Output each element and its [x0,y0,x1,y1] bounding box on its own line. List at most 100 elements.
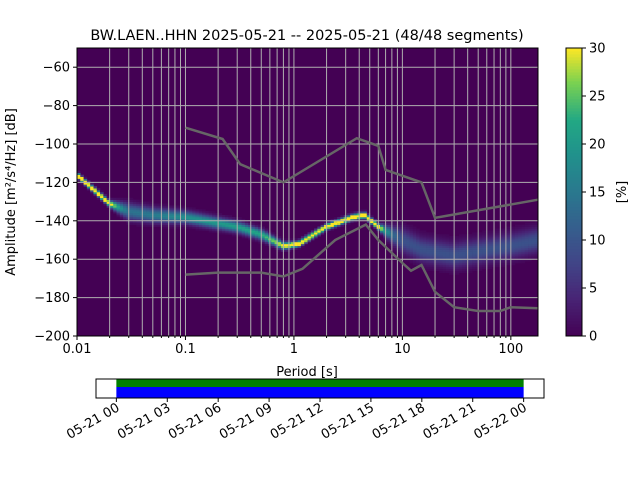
heatmap-cell [149,201,154,204]
heatmap-cell [514,243,519,247]
heatmap-cell [258,228,262,231]
heatmap-cell [129,201,134,204]
heatmap-cell [152,209,157,212]
heatmap-cell [320,224,325,227]
heatmap-cell [152,220,157,224]
heatmap-cell [96,188,101,191]
heatmap-cell [396,230,400,233]
heatmap-cell [291,238,295,241]
heatmap-cell [142,203,147,206]
heatmap-cell [119,213,124,216]
heatmap-cell [406,232,410,235]
heatmap-cell [320,228,325,231]
heatmap-cell [366,213,371,216]
heatmap-cell [482,247,486,250]
colorbar-segment [566,276,582,280]
heatmap-cell [182,216,186,220]
heatmap-cell [225,230,229,233]
heatmap-cell [136,222,140,225]
heatmap-cell [86,186,91,189]
heatmap-cell [511,255,516,258]
heatmap-cell [109,209,114,212]
heatmap-cell [363,218,368,222]
heatmap-cell [162,211,167,214]
heatmap-cell [96,190,101,193]
heatmap-cell [126,213,130,216]
timeline-tick-label: 05-21 21 [421,400,479,442]
heatmap-cell [528,232,532,235]
colorbar-segment [566,156,582,160]
heatmap-cell [185,222,190,225]
heatmap-cell [511,230,516,233]
heatmap-cell [495,249,499,252]
heatmap-cell [402,245,407,248]
heatmap-cell [439,253,443,256]
heatmap-cell [514,234,519,237]
heatmap-cell [439,257,443,260]
heatmap-cell [412,263,417,266]
heatmap-cell [175,215,180,218]
colorbar-segment [566,51,582,55]
heatmap-cell [225,220,229,224]
heatmap-cell [113,197,117,200]
heatmap-cell [119,199,124,202]
heatmap-cell [165,218,170,222]
heatmap-cell [146,215,150,218]
heatmap-cell [175,205,180,208]
heatmap-cell [524,245,529,248]
heatmap-cell [475,266,480,270]
colorbar-segment [566,324,582,328]
heatmap-cell [212,211,216,214]
heatmap-cell [109,205,114,208]
heatmap-cell [271,236,275,239]
heatmap-cell [228,232,233,235]
heatmap-cell [126,222,130,225]
heatmap-cell [514,257,519,260]
heatmap-cell [445,270,450,273]
heatmap-cell [340,215,345,218]
heatmap-cell [478,264,483,268]
colorbar-segment [566,261,582,265]
heatmap-cell [501,253,506,256]
heatmap-cell [113,211,117,214]
heatmap-cell [412,226,417,229]
heatmap-cell [531,234,535,237]
heatmap-cell [182,218,186,222]
heatmap-cell [406,240,410,243]
heatmap-cell [241,218,246,222]
heatmap-cell [212,222,216,225]
heatmap-cell [320,226,325,229]
heatmap-cell [416,243,420,247]
heatmap-cell [406,249,410,252]
heatmap-cell [402,255,407,258]
heatmap-cell [86,184,91,187]
heatmap-cell [287,247,292,250]
heatmap-cell [468,255,473,258]
heatmap-cell [521,255,526,258]
heatmap-cell [518,234,522,237]
heatmap-cell [501,251,506,254]
heatmap-cell [432,263,437,266]
heatmap-cell [149,205,154,208]
heatmap-cell [501,261,506,264]
heatmap-cell [264,241,269,245]
heatmap-cell [244,230,249,233]
heatmap-cell [409,228,414,231]
colorbar-segment [566,315,582,319]
heatmap-cell [449,264,453,268]
heatmap-cell [439,251,443,254]
heatmap-cell [261,232,265,235]
heatmap-cell [215,215,219,218]
heatmap-cell [426,234,430,237]
heatmap-cell [284,249,289,252]
heatmap-cell [254,230,259,233]
heatmap-cell [261,238,265,241]
heatmap-cell [402,241,407,245]
heatmap-cell [524,255,529,258]
heatmap-cell [238,220,242,224]
heatmap-cell [277,245,282,248]
heatmap-cell [458,234,463,237]
heatmap-cell [123,215,127,218]
heatmap-cell [360,218,364,222]
heatmap-cell [360,216,364,220]
